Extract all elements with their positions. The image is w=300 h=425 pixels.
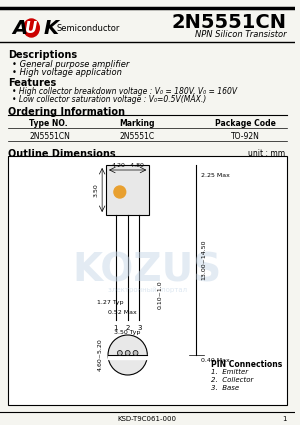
Circle shape [133, 351, 138, 355]
Text: Ordering Information: Ordering Information [8, 107, 125, 117]
Text: Marking: Marking [120, 119, 155, 128]
Circle shape [125, 351, 130, 355]
Text: • High collector breakdown voltage : V₀ = 180V, V₀ = 160V: • High collector breakdown voltage : V₀ … [12, 87, 237, 96]
Text: Package Code: Package Code [215, 119, 276, 128]
Text: 2.  Collector: 2. Collector [211, 377, 254, 383]
Text: 4.20~4.80: 4.20~4.80 [111, 163, 144, 168]
Text: 1.27 Typ: 1.27 Typ [97, 300, 123, 305]
Text: Semiconductor: Semiconductor [57, 23, 120, 32]
Circle shape [114, 186, 126, 198]
Text: Features: Features [8, 78, 56, 88]
Text: 3.  Base: 3. Base [211, 385, 239, 391]
Text: 3.50 Typ: 3.50 Typ [115, 330, 141, 335]
Text: NPN Silicon Transistor: NPN Silicon Transistor [195, 29, 287, 39]
Text: • General purpose amplifier: • General purpose amplifier [12, 60, 129, 69]
Text: 0.10~1.0: 0.10~1.0 [157, 280, 162, 309]
Text: 0.52 Max: 0.52 Max [108, 310, 137, 315]
Text: 4.60~5.20: 4.60~5.20 [98, 339, 103, 371]
Text: TO-92N: TO-92N [231, 132, 260, 141]
Text: KSD-T9C061-000: KSD-T9C061-000 [118, 416, 177, 422]
Text: 3: 3 [137, 325, 142, 331]
Text: 1: 1 [114, 325, 118, 331]
Text: 13.00~14.50: 13.00~14.50 [201, 240, 206, 280]
Text: unit : mm: unit : mm [248, 149, 285, 158]
Text: Descriptions: Descriptions [8, 50, 77, 60]
Text: KOZUS: KOZUS [73, 251, 222, 289]
Text: PIN Connections: PIN Connections [211, 360, 282, 369]
Text: Type NO.: Type NO. [29, 119, 68, 128]
Text: 0.40 Max: 0.40 Max [201, 357, 230, 363]
Text: 1.  Emitter: 1. Emitter [211, 369, 248, 375]
Text: 2N5551C: 2N5551C [120, 132, 155, 141]
Bar [106, 165, 149, 215]
Ellipse shape [24, 19, 39, 37]
Text: 2N5551CN: 2N5551CN [172, 12, 287, 31]
Circle shape [117, 351, 122, 355]
Text: U: U [25, 20, 38, 36]
FancyBboxPatch shape [8, 156, 287, 405]
Text: K: K [43, 19, 58, 37]
Bar [108, 355, 147, 359]
Text: Outline Dimensions: Outline Dimensions [8, 149, 115, 159]
Text: • Low collector saturation voltage : V₀=0.5V(MAX.): • Low collector saturation voltage : V₀=… [12, 95, 206, 104]
Text: злектронный  портал: злектронный портал [108, 287, 187, 293]
Circle shape [108, 335, 147, 375]
Text: 2N5551CN: 2N5551CN [29, 132, 70, 141]
Text: • High voltage application: • High voltage application [12, 68, 122, 77]
Text: 3.50: 3.50 [93, 183, 98, 197]
Text: 2.25 Max: 2.25 Max [201, 173, 230, 178]
Text: 1: 1 [282, 416, 287, 422]
Text: 2: 2 [125, 325, 130, 331]
Text: A: A [12, 19, 27, 37]
